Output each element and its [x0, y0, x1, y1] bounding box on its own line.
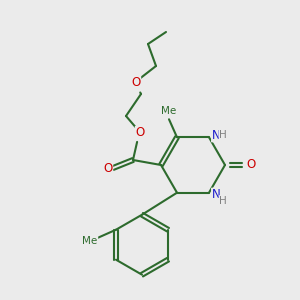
Text: O: O — [131, 76, 141, 89]
Text: N: N — [212, 188, 220, 201]
Text: Me: Me — [82, 236, 98, 246]
Text: Me: Me — [161, 106, 177, 116]
Text: N: N — [212, 129, 220, 142]
Text: H: H — [219, 130, 227, 140]
Text: O: O — [246, 158, 256, 172]
Text: H: H — [219, 196, 227, 206]
Text: O: O — [135, 127, 145, 140]
Text: O: O — [103, 163, 112, 176]
